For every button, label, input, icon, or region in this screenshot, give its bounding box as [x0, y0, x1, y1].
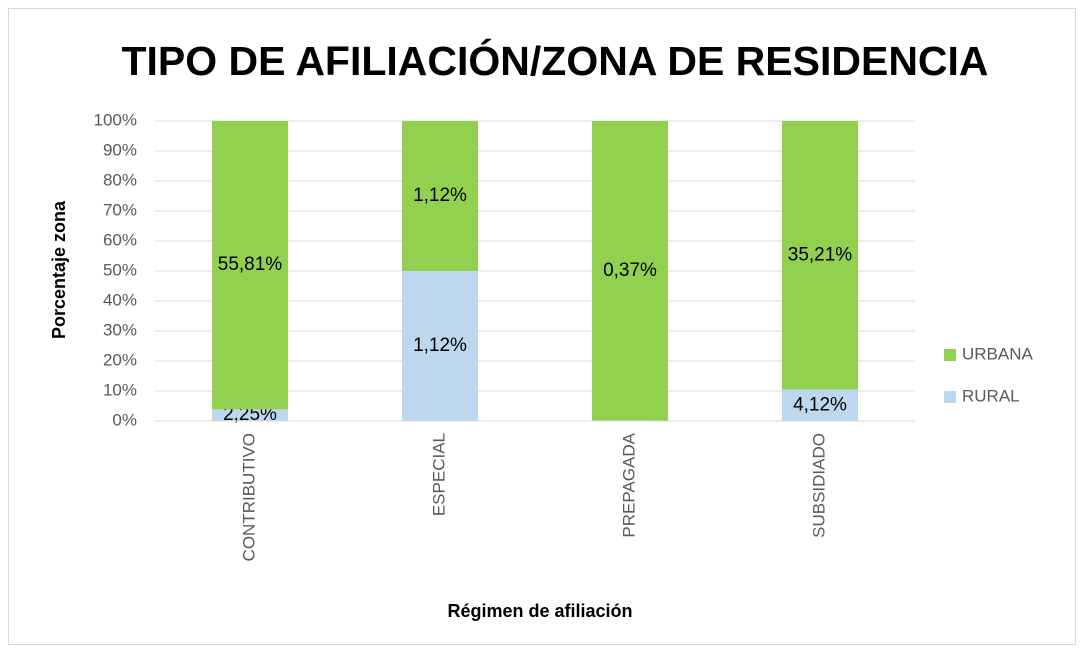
bar-segment [212, 121, 288, 410]
y-tick-label: 100% [94, 110, 137, 129]
bar-segment [402, 121, 478, 271]
data-label: 55,81% [218, 254, 283, 275]
data-label: 1,12% [413, 185, 467, 206]
y-tick-label: 40% [103, 290, 137, 309]
y-tick-label: 20% [103, 350, 137, 369]
legend-label: RURAL [962, 386, 1020, 405]
bar-segment [592, 121, 668, 421]
y-tick-label: 60% [103, 230, 137, 249]
x-axis-label: Régimen de afiliación [447, 601, 632, 621]
data-label: 0,37% [603, 260, 657, 281]
bar-segment [782, 389, 858, 421]
y-tick-label: 30% [103, 320, 137, 339]
data-label: 1,12% [413, 335, 467, 356]
x-tick-label: SUBSIDIADO [809, 433, 828, 538]
data-label: 2,25% [223, 404, 277, 425]
x-tick-label: PREPAGADA [619, 432, 638, 537]
y-tick-label: 80% [103, 170, 137, 189]
legend-label: URBANA [962, 344, 1034, 363]
bar-segment [782, 121, 858, 390]
y-tick-label: 0% [112, 410, 137, 429]
y-axis-label: Porcentaje zona [49, 200, 69, 339]
x-tick-label: CONTRIBUTIVO [239, 433, 258, 561]
bar-segment [212, 409, 288, 421]
x-tick-label: ESPECIAL [429, 433, 448, 516]
y-tick-label: 10% [103, 380, 137, 399]
legend-swatch [944, 391, 956, 403]
legend-swatch [944, 349, 956, 361]
y-tick-label: 90% [103, 140, 137, 159]
bar-segment [402, 271, 478, 421]
data-label: 4,12% [793, 394, 847, 415]
chart-border [8, 8, 1076, 645]
chart-title: TIPO DE AFILIACIÓN/ZONA DE RESIDENCIA [121, 38, 988, 84]
y-tick-label: 70% [103, 200, 137, 219]
data-label: 35,21% [788, 244, 853, 265]
y-tick-label: 50% [103, 260, 137, 279]
